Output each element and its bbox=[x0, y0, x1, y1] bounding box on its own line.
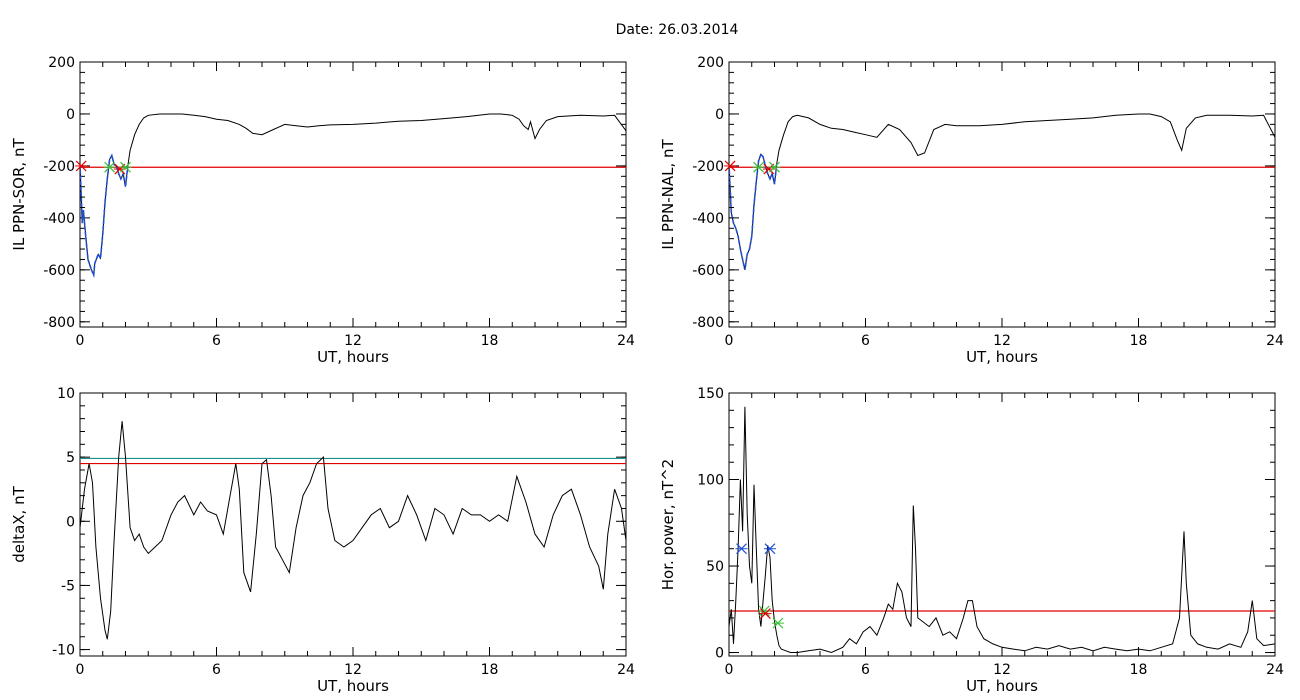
x-axis-label: UT, hours bbox=[966, 348, 1038, 366]
panel-ppn-nal: 0 6 12 18 24 200 0 -200 -400 -600 -800 UT, hours IL … bbox=[659, 55, 1284, 366]
x-tick-label: 12 bbox=[344, 662, 362, 678]
event-marker bbox=[768, 161, 781, 173]
x-tick-label: 18 bbox=[1130, 333, 1148, 349]
event-marker bbox=[75, 160, 88, 172]
event-marker bbox=[763, 543, 776, 555]
x-axis-label: UT, hours bbox=[966, 677, 1038, 695]
x-tick-label: 6 bbox=[212, 662, 221, 678]
series-line bbox=[80, 421, 626, 640]
x-tick-label: 0 bbox=[725, 662, 734, 678]
plot-area bbox=[80, 113, 626, 279]
x-tick-label: 18 bbox=[481, 662, 499, 678]
x-tick-label: 24 bbox=[1266, 662, 1284, 678]
event-marker bbox=[735, 543, 748, 555]
y-axis-label: IL PPN-NAL, nT bbox=[659, 139, 677, 250]
y-tick-label: -5 bbox=[61, 578, 75, 594]
panel-ppn-sor: 0 6 12 18 24 200 0 -200 -400 -600 -800 UT, hours IL … bbox=[10, 55, 635, 366]
y-tick-label: 5 bbox=[66, 450, 75, 466]
panel-deltax: 0 6 12 18 24 10 5 0 -5 -10 UT, hours deltaX, nT bbox=[10, 386, 635, 695]
x-tick-label: 18 bbox=[1130, 662, 1148, 678]
x-tick-label: 24 bbox=[617, 333, 635, 349]
plot-area bbox=[729, 113, 1275, 270]
plot-area bbox=[80, 421, 626, 640]
y-tick-label: 10 bbox=[57, 386, 75, 402]
x-tick-label: 18 bbox=[481, 333, 499, 349]
y-tick-label: 0 bbox=[66, 514, 75, 530]
y-tick-label: 200 bbox=[697, 55, 724, 71]
y-tick-label: -200 bbox=[43, 159, 75, 175]
x-tick-label: 24 bbox=[617, 662, 635, 678]
y-tick-label: 100 bbox=[697, 473, 724, 489]
highlight-segment bbox=[80, 153, 129, 279]
event-marker bbox=[119, 161, 132, 173]
x-tick-label: 12 bbox=[344, 333, 362, 349]
y-axis-label: Hor. power, nT^2 bbox=[659, 459, 677, 590]
figure-title: Date: 26.03.2014 bbox=[616, 22, 739, 38]
highlight-segment bbox=[729, 152, 778, 270]
x-tick-label: 6 bbox=[212, 333, 221, 349]
x-tick-label: 24 bbox=[1266, 333, 1284, 349]
y-tick-label: 200 bbox=[48, 55, 75, 71]
y-tick-label: 0 bbox=[715, 646, 724, 662]
x-axis-label: UT, hours bbox=[317, 677, 389, 695]
event-marker bbox=[771, 617, 784, 629]
y-tick-label: -400 bbox=[43, 211, 75, 227]
x-tick-label: 0 bbox=[725, 333, 734, 349]
x-tick-label: 0 bbox=[76, 662, 85, 678]
event-marker bbox=[759, 608, 772, 620]
x-tick-label: 6 bbox=[861, 662, 870, 678]
x-tick-label: 6 bbox=[861, 333, 870, 349]
y-tick-label: -600 bbox=[692, 263, 724, 279]
y-axis-label: deltaX, nT bbox=[10, 485, 28, 562]
x-tick-label: 12 bbox=[993, 333, 1011, 349]
y-tick-label: -800 bbox=[692, 315, 724, 331]
y-tick-label: 0 bbox=[66, 107, 75, 123]
x-tick-label: 0 bbox=[76, 333, 85, 349]
event-marker bbox=[752, 161, 765, 173]
y-axis-label: IL PPN-SOR, nT bbox=[10, 138, 28, 251]
y-tick-label: -10 bbox=[52, 643, 75, 659]
y-tick-label: 0 bbox=[715, 107, 724, 123]
y-tick-label: -200 bbox=[692, 159, 724, 175]
panel-hor-power: 0 6 12 18 24 150 100 50 0 UT, hours Hor. power, nT… bbox=[659, 386, 1284, 695]
x-axis-label: UT, hours bbox=[317, 348, 389, 366]
y-tick-label: -600 bbox=[43, 263, 75, 279]
x-tick-label: 12 bbox=[993, 662, 1011, 678]
y-tick-label: 50 bbox=[706, 559, 724, 575]
event-marker bbox=[724, 160, 737, 172]
y-tick-label: -800 bbox=[43, 315, 75, 331]
y-tick-label: 150 bbox=[697, 386, 724, 402]
y-tick-label: -400 bbox=[692, 211, 724, 227]
event-marker bbox=[103, 161, 116, 173]
